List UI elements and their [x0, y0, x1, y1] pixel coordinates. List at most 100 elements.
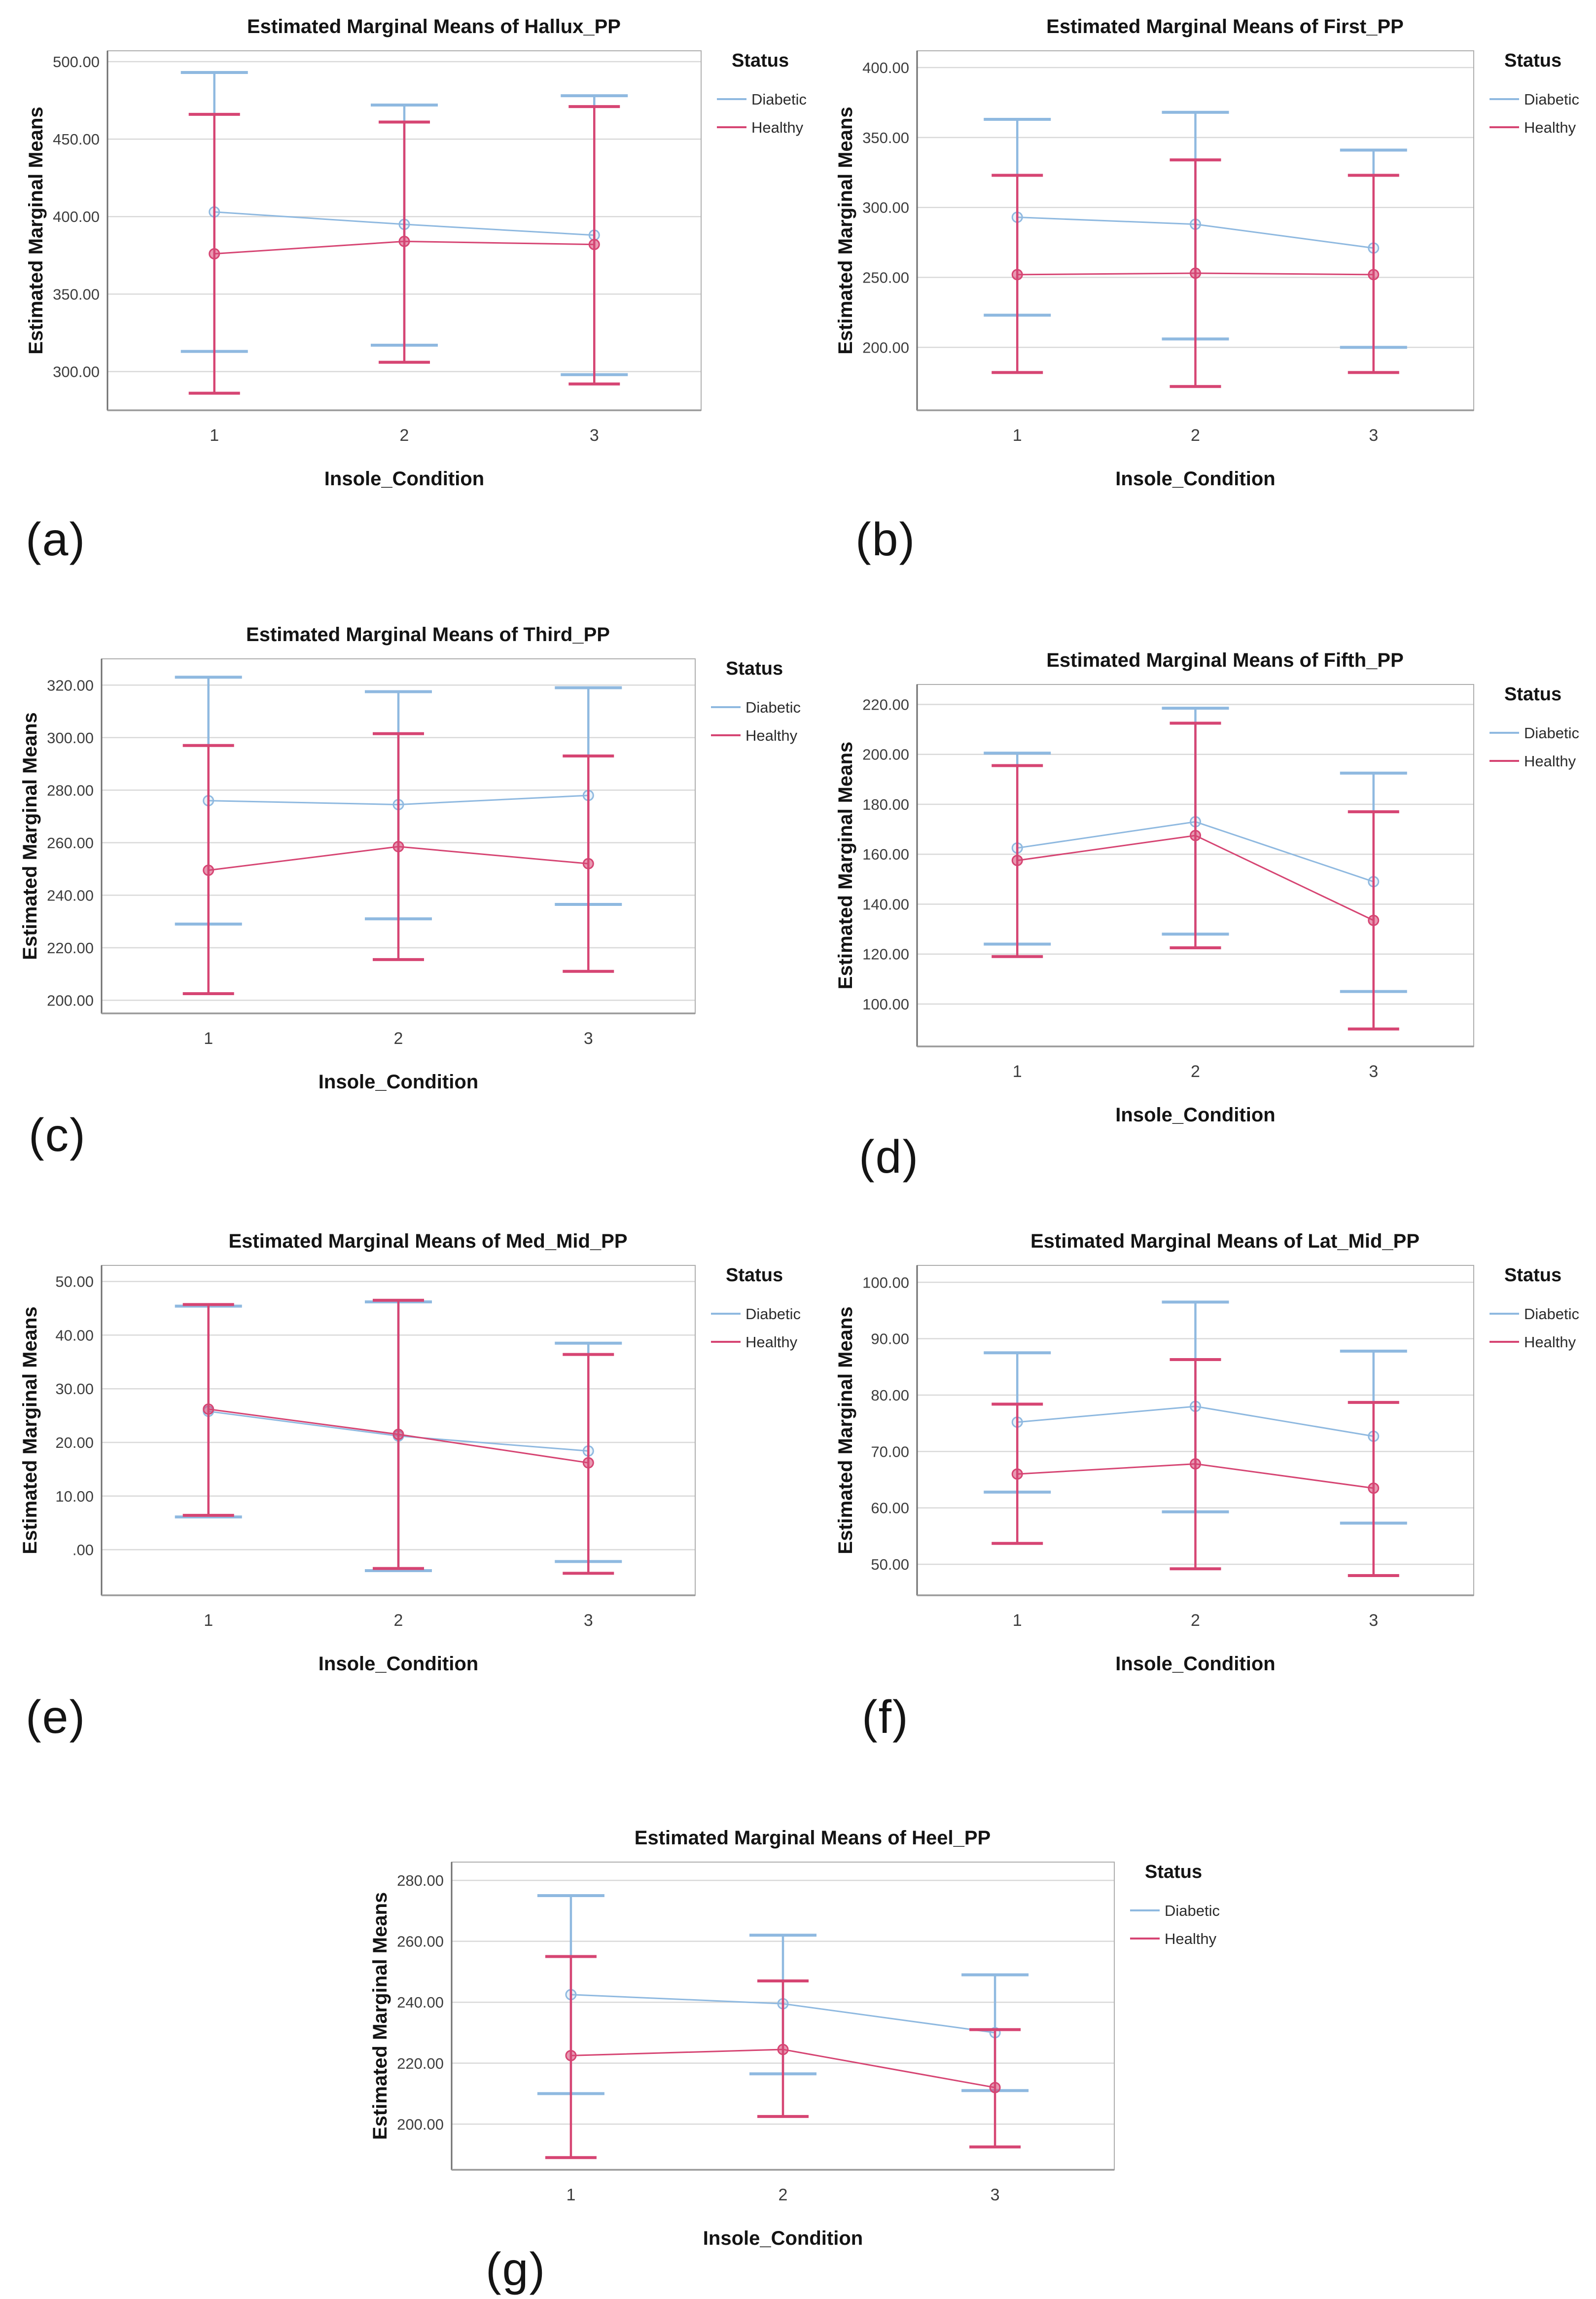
x-axis-label: Insole_Condition: [319, 1071, 478, 1093]
x-tick-label: 2: [394, 1029, 403, 1048]
mean-marker: [209, 248, 220, 260]
panel-label-e: (e): [26, 1691, 86, 1743]
y-axis-label: Estimated Marginal Means: [835, 1306, 856, 1554]
y-tick-label: 180.00: [862, 796, 909, 813]
series-healthy: [182, 732, 614, 996]
legend: Status Diabetic Healthy: [717, 50, 807, 136]
legend-label-healthy: Healthy: [1165, 1930, 1217, 1947]
gridlines: 200.00 250.00 300.00 350.00 400.00: [862, 59, 1474, 356]
x-axis-label: Insole_Condition: [319, 1653, 478, 1675]
x-tick-label: 3: [1369, 426, 1378, 445]
chart-svg: 100.00 120.00 140.00 160.00 180.00 200.00 220.…: [835, 649, 1579, 1126]
y-tick-label: 400.00: [862, 59, 909, 76]
legend-label-diabetic: Diabetic: [1524, 724, 1579, 742]
legend-label-diabetic: Diabetic: [1524, 1305, 1579, 1323]
gridlines: 200.00 220.00 240.00 260.00 280.00 300.00 320.…: [47, 677, 695, 1009]
gridlines: 50.00 60.00 70.00 80.00 90.00 100.00: [862, 1274, 1474, 1573]
legend: Status Diabetic Healthy: [1490, 684, 1579, 770]
y-axis-label: Estimated Marginal Means: [835, 107, 856, 354]
y-axis-label: Estimated Marginal Means: [835, 742, 856, 989]
mean-marker: [1190, 829, 1201, 841]
mean-marker: [582, 1457, 594, 1469]
y-tick-label: 220.00: [47, 939, 94, 957]
x-tick-label: 2: [779, 2186, 788, 2204]
legend-label-healthy: Healthy: [1524, 753, 1576, 770]
y-tick-label: 10.00: [55, 1488, 94, 1505]
y-tick-label: 140.00: [862, 896, 909, 913]
y-tick-label: 260.00: [397, 1933, 444, 1950]
x-axis-label: Insole_Condition: [1115, 1104, 1275, 1126]
y-tick-label: 100.00: [862, 996, 909, 1013]
legend: Status Diabetic Healthy: [711, 658, 801, 744]
x-axis-label: Insole_Condition: [703, 2227, 863, 2249]
y-tick-label: 450.00: [53, 131, 100, 148]
y-tick-label: 350.00: [862, 129, 909, 146]
y-tick-label: 250.00: [862, 269, 909, 287]
chart-third-pp: 200.00 220.00 240.00 260.00 280.00 300.00 320.…: [14, 615, 817, 1106]
x-tick-label: 2: [400, 426, 409, 445]
y-tick-label: 280.00: [397, 1872, 444, 1889]
chart-lat-mid-pp: 50.00 60.00 70.00 80.00 90.00 100.00 Estimated…: [829, 1222, 1596, 1688]
chart-med-mid-pp: .00 10.00 20.00 30.00 40.00 50.00 Estimated Ma…: [14, 1222, 817, 1688]
y-tick-label: 220.00: [862, 696, 909, 713]
chart-heel-pp: 200.00 220.00 240.00 260.00 280.00 Estimated …: [364, 1819, 1237, 2263]
y-axis-label: Estimated Marginal Means: [19, 712, 41, 960]
series-healthy: [182, 1298, 614, 1575]
y-tick-label: 320.00: [47, 677, 94, 694]
x-tick-label: 3: [584, 1029, 593, 1048]
chart-title: Estimated Marginal Means of Hallux_PP: [247, 16, 621, 37]
legend: Status Diabetic Healthy: [1130, 1862, 1220, 1947]
series-healthy: [992, 1358, 1399, 1577]
chart-fifth-pp: 100.00 120.00 140.00 160.00 180.00 200.00 220.…: [829, 641, 1596, 1139]
y-tick-label: 40.00: [55, 1327, 94, 1344]
y-tick-label: .00: [72, 1542, 94, 1559]
x-axis-label: Insole_Condition: [324, 468, 484, 490]
chart-title: Estimated Marginal Means of Fifth_PP: [1046, 649, 1404, 671]
x-tick-label: 2: [1191, 1062, 1200, 1081]
legend-label-healthy: Healthy: [751, 119, 804, 136]
gridlines: 100.00 120.00 140.00 160.00 180.00 200.00 220.…: [862, 696, 1474, 1013]
x-tick-label: 3: [1369, 1611, 1378, 1630]
x-tick-label: 3: [991, 2186, 1000, 2204]
mean-marker: [565, 2049, 577, 2061]
x-tick-label: 1: [566, 2186, 575, 2204]
panel-label-b: (b): [855, 513, 916, 566]
y-tick-label: 240.00: [397, 1994, 444, 2011]
x-axis-label: Insole_Condition: [1115, 468, 1275, 490]
panel-label-c: (c): [29, 1109, 86, 1161]
chart-first-pp: 200.00 250.00 300.00 350.00 400.00 Estimated …: [829, 7, 1596, 503]
y-tick-label: 60.00: [871, 1500, 909, 1517]
legend-label-healthy: Healthy: [1524, 119, 1576, 136]
series-healthy: [992, 158, 1399, 388]
y-tick-label: 20.00: [55, 1434, 94, 1451]
y-tick-label: 200.00: [862, 746, 909, 763]
mean-marker: [392, 841, 404, 853]
series-healthy: [992, 721, 1399, 1031]
gridlines: 300.00 350.00 400.00 450.00 500.00: [53, 53, 701, 380]
x-tick-label: 1: [210, 426, 219, 445]
legend-label-diabetic: Diabetic: [1524, 91, 1579, 108]
y-tick-label: 300.00: [862, 199, 909, 216]
mean-marker: [1368, 1482, 1380, 1494]
y-tick-label: 120.00: [862, 946, 909, 963]
y-tick-label: 50.00: [55, 1273, 94, 1291]
legend-label-healthy: Healthy: [745, 1333, 798, 1351]
legend-title: Status: [726, 658, 783, 679]
legend: Status Diabetic Healthy: [1490, 50, 1579, 136]
chart-svg: 300.00 350.00 400.00 450.00 500.00 Estimated …: [25, 16, 807, 490]
y-tick-label: 160.00: [862, 846, 909, 863]
chart-svg: .00 10.00 20.00 30.00 40.00 50.00 Estimated Ma…: [19, 1230, 801, 1675]
legend-label-diabetic: Diabetic: [745, 699, 801, 716]
chart-svg: 50.00 60.00 70.00 80.00 90.00 100.00 Estimated…: [835, 1230, 1579, 1675]
legend: Status Diabetic Healthy: [711, 1265, 801, 1351]
chart-hallux-pp: 300.00 350.00 400.00 450.00 500.00 Estimated …: [20, 7, 823, 503]
legend: Status Diabetic Healthy: [1490, 1265, 1579, 1351]
panel-label-a: (a): [26, 513, 86, 566]
mean-marker: [1011, 269, 1023, 281]
chart-svg: 200.00 220.00 240.00 260.00 280.00 Estimated …: [369, 1827, 1220, 2249]
y-tick-label: 90.00: [871, 1330, 909, 1348]
chart-title: Estimated Marginal Means of Lat_Mid_PP: [1030, 1230, 1419, 1252]
series-healthy: [188, 105, 620, 395]
legend-label-diabetic: Diabetic: [745, 1305, 801, 1323]
mean-marker: [1368, 269, 1380, 281]
